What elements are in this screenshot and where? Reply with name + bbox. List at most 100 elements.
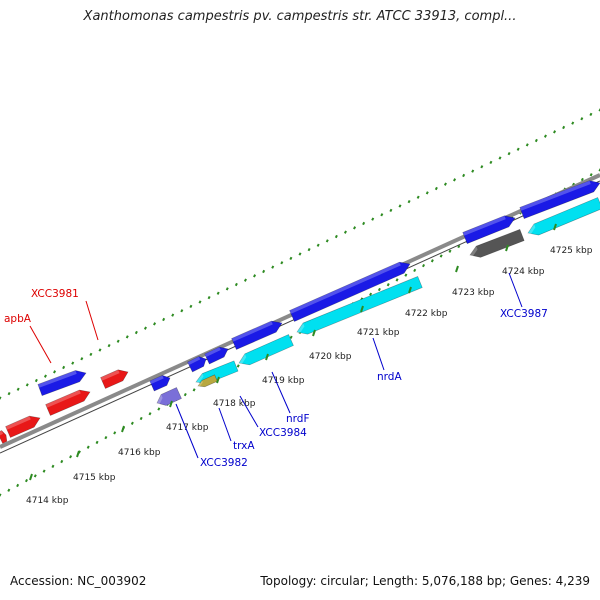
kbp-tick-label: 4715 kbp [73,473,116,483]
track-dot [422,263,426,268]
gene-arrow-highlight[interactable] [0,430,8,444]
track-dot [307,247,311,252]
track-dot [571,121,575,125]
track-dot [43,374,47,378]
track-dot [434,186,438,191]
gene-label[interactable]: XCC3981 [31,288,79,300]
kbp-tick-label: 4716 kbp [118,448,161,458]
kbp-tick-mark [169,400,173,408]
track-dot [113,431,117,435]
track-dot [353,226,357,230]
gene-label-leader [271,371,291,414]
gene-label-leader [175,403,199,459]
gene-label-leader [218,407,232,442]
gene-label-leader [508,272,523,308]
kbp-tick-label: 4724 kbp [502,267,545,277]
track-dot [543,134,547,138]
accession-text: Accession: NC_003902 [10,574,147,588]
track-dot [86,445,90,449]
track-dot [234,282,238,287]
track-dot [413,268,417,273]
track-dot [316,243,320,247]
gene-label[interactable]: apbA [4,313,32,325]
track-dot [162,317,166,322]
gene-arrow-forward[interactable] [149,375,171,392]
track-dot [407,199,411,204]
gene-arrow-forward[interactable] [37,370,87,397]
track-dot [139,416,143,421]
track-dot [89,352,93,357]
track-dot [7,391,11,396]
track-dot [253,274,257,278]
track-dot [289,256,293,261]
track-dot [171,313,175,317]
track-dot [71,361,75,365]
gene-arrow-forward[interactable] [519,180,600,219]
track-dot [398,204,402,208]
gene-arrow-highlight[interactable] [45,389,91,416]
gene-arrow-forward[interactable] [231,320,283,350]
gene-arrow-highlight[interactable] [5,415,41,438]
gene-arrow-forward[interactable] [187,356,207,373]
track-dot [498,156,502,160]
track-dot [589,173,593,177]
track-dot [480,165,484,169]
gene-arrow-highlight[interactable] [100,369,129,389]
track-dot [183,392,187,397]
track-dot [0,396,2,400]
track-dot [51,464,55,468]
track-dot [580,117,584,121]
gene-arrow-pseudo[interactable] [469,229,525,259]
track-dot [377,287,381,292]
gene-arrow-forward[interactable] [289,261,411,322]
gene-arrow-rna[interactable] [156,387,182,407]
track-dot [104,435,108,440]
kbp-tick-mark [121,425,125,433]
genome-summary-text: Topology: circular; Length: 5,076,188 bp… [260,574,590,588]
track-dot [153,322,157,326]
gene-label-leader [29,325,52,364]
track-dot [198,300,202,304]
track-dot [371,217,375,221]
track-dot [216,291,220,295]
gene-label[interactable]: trxA [233,440,255,452]
track-dot [534,138,538,143]
track-dot [24,479,28,483]
track-dot [289,335,293,339]
track-dot [386,283,390,287]
track-dot [236,364,240,368]
gene-arrow-reverse[interactable] [527,197,600,237]
kbp-tick-label: 4721 kbp [357,328,400,338]
track-dot [430,259,434,263]
gene-label[interactable]: XCC3984 [259,427,307,439]
gene-label-leader [85,300,99,341]
track-dot [53,370,57,374]
track-dot [471,169,475,173]
gene-arrow-forward[interactable] [204,346,229,365]
gene-arrow-forward[interactable] [462,215,516,244]
kbp-tick-mark [216,376,220,384]
track-dot [562,125,566,130]
track-dot [134,330,138,335]
gene-label-leader [239,395,259,428]
track-dot [453,178,457,182]
kbp-tick-mark [265,353,269,361]
gene-arrow-reverse[interactable] [238,334,294,367]
gene-label[interactable]: XCC3987 [500,308,548,320]
gene-label[interactable]: nrdF [286,413,310,425]
track-dot [143,326,147,330]
kbp-tick-label: 4722 kbp [405,309,448,319]
gene-label[interactable]: nrdA [377,371,402,383]
track-dot [489,160,493,165]
track-dot [580,177,584,182]
track-dot [404,273,408,277]
gene-arrow-reverse[interactable] [296,276,423,336]
kbp-tick-label: 4720 kbp [309,352,352,362]
track-dot [369,292,373,296]
gene-label[interactable]: XCC3982 [200,457,248,469]
gene-arrow-misc[interactable] [197,374,218,388]
track-dot [443,182,447,186]
track-dot [462,173,466,178]
track-dot [62,365,66,370]
